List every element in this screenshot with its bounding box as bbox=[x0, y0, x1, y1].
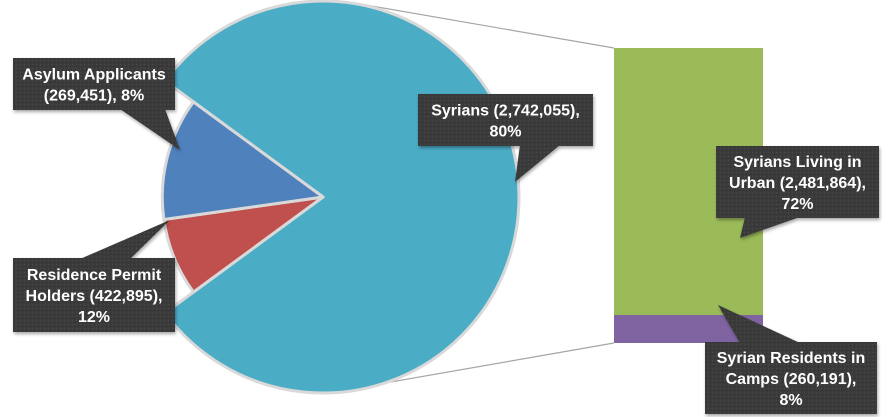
pie bbox=[160, 0, 521, 395]
data-labels: Syrians (2,742,055), 80% Asylum Applicants… bbox=[13, 58, 879, 414]
data-label-1: Syrians (2,742,055), 80% bbox=[418, 94, 593, 182]
data-label-text: 8% bbox=[779, 392, 802, 409]
pie-slice-3 bbox=[160, 100, 325, 221]
data-label-4: Syrians Living in Urban (2,481,864), 72% bbox=[716, 146, 879, 238]
callout-box bbox=[705, 342, 877, 414]
callout-pointer bbox=[515, 145, 560, 182]
connector-line-1 bbox=[359, 3, 615, 49]
connector-lines bbox=[359, 3, 615, 388]
data-label-text: Residence Permit bbox=[27, 267, 162, 284]
callout-box bbox=[716, 146, 879, 218]
data-label-text: Holders (422,895), bbox=[26, 288, 163, 305]
callout-box bbox=[418, 94, 593, 146]
callout-pointer bbox=[120, 109, 180, 150]
data-label-5: Syrian Residents in Camps (260,191), 8% bbox=[705, 305, 877, 414]
data-label-text: Camps (260,191), bbox=[726, 371, 857, 388]
data-label-text: 72% bbox=[781, 196, 813, 213]
data-label-text: Syrian Residents in bbox=[717, 350, 866, 367]
data-label-text: (269,451), 8% bbox=[44, 88, 145, 105]
callout-pointer bbox=[718, 305, 800, 343]
callout-box bbox=[13, 258, 175, 332]
data-label-3: Residence Permit Holders (422,895), 12% bbox=[13, 220, 175, 332]
connector-line-2 bbox=[361, 342, 615, 388]
data-label-text: Urban (2,481,864), bbox=[729, 175, 866, 192]
callout-box bbox=[13, 58, 175, 110]
data-label-text: 80% bbox=[489, 124, 521, 141]
data-label-2: Asylum Applicants (269,451), 8% bbox=[13, 58, 180, 150]
data-label-text: Syrians (2,742,055), bbox=[431, 103, 580, 120]
data-label-text: Asylum Applicants bbox=[22, 67, 166, 84]
data-label-text: Syrians Living in bbox=[733, 154, 861, 171]
callout-pointer bbox=[740, 217, 800, 238]
callout-pointer bbox=[80, 220, 170, 259]
data-label-text: 12% bbox=[78, 309, 110, 326]
